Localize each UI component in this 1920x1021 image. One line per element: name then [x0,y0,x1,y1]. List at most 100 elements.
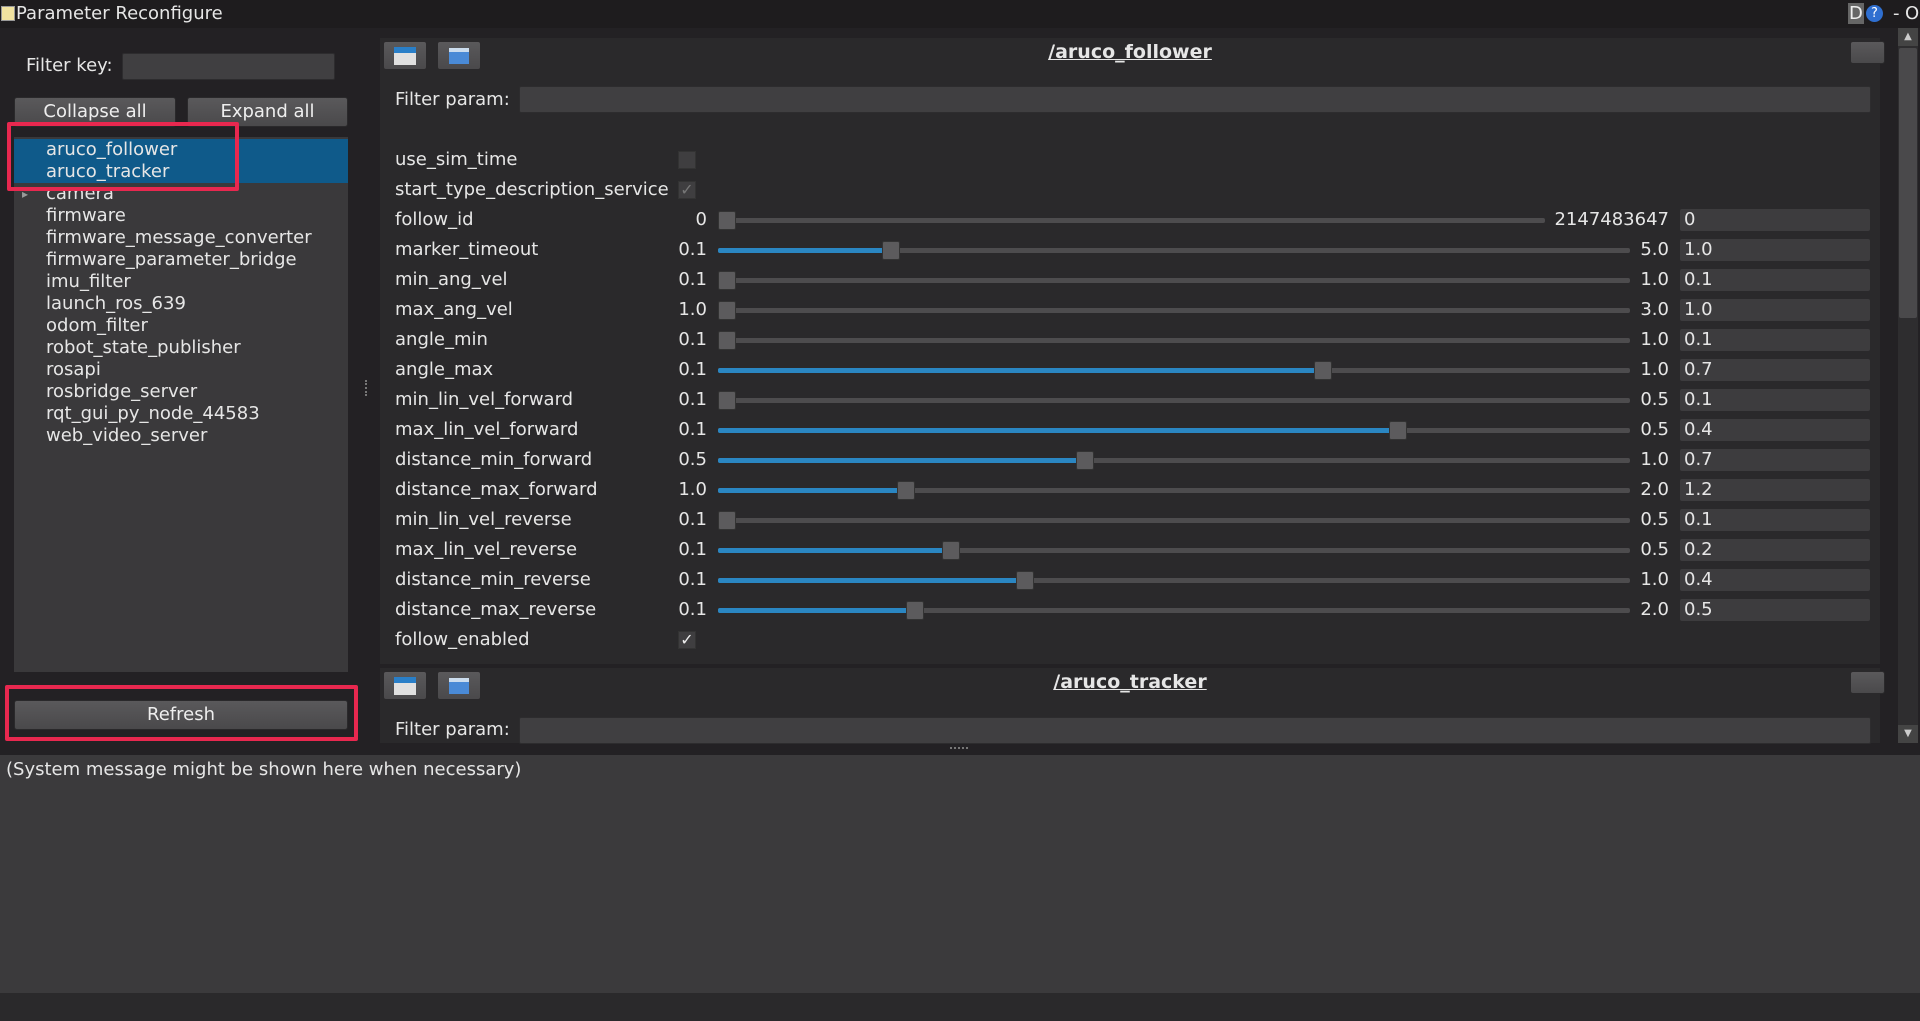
close-button[interactable]: O [1905,3,1920,24]
group-title[interactable]: /aruco_tracker [1053,671,1207,693]
param-list: use_sim_time start_type_description_servi… [380,145,1880,665]
scroll-up-icon[interactable]: ▲ [1898,28,1918,46]
tree-item[interactable]: firmware_message_converter [14,227,348,249]
tree-item[interactable]: firmware_parameter_bridge [14,249,348,271]
tree-item[interactable]: rqt_gui_py_node_44583 [14,403,348,425]
param-slider[interactable] [718,511,1630,530]
scroll-down-icon[interactable]: ▼ [1898,725,1918,743]
param-slider[interactable] [718,601,1630,620]
param-max: 0.5 [1640,539,1669,560]
tree-item[interactable]: rosapi [14,359,348,381]
param-checkbox[interactable]: ✓ [678,631,696,649]
slider-handle[interactable] [941,541,960,560]
filter-param-input[interactable] [519,717,1871,744]
save-icon[interactable] [383,41,427,70]
param-value-input[interactable]: 1.0 [1680,239,1870,261]
close-group-button[interactable] [1850,671,1885,694]
param-value-input[interactable]: 0.1 [1680,269,1870,291]
tree-item[interactable]: launch_ros_639 [14,293,348,315]
scrollbar[interactable]: ▲ ▼ [1898,28,1918,743]
slider-handle[interactable] [896,481,915,500]
slider-handle[interactable] [718,301,736,320]
slider-handle[interactable] [1388,421,1407,440]
tree-item-label: firmware [46,205,126,226]
param-slider[interactable] [718,271,1630,290]
open-folder-icon[interactable] [437,671,481,700]
param-value-input[interactable]: 0.5 [1680,599,1870,621]
param-slider[interactable] [718,361,1630,380]
tree-item[interactable]: robot_state_publisher [14,337,348,359]
slider-handle[interactable] [718,331,736,350]
param-value-input[interactable]: 0.1 [1680,389,1870,411]
slider-handle[interactable] [718,391,736,410]
param-slider[interactable] [718,241,1630,260]
param-min: 0.1 [678,389,707,410]
scrollbar-thumb[interactable] [1899,48,1917,318]
param-slider[interactable] [718,331,1630,350]
slider-fill [718,248,892,253]
open-folder-icon[interactable] [437,41,481,70]
param-slider[interactable] [718,571,1630,590]
param-max: 1.0 [1640,269,1669,290]
param-row-angle-max: angle_max 0.1 1.0 0.7 [380,355,1880,385]
tree-item[interactable]: web_video_server [14,425,348,447]
tree-item[interactable]: aruco_tracker [14,161,348,183]
expand-all-button[interactable]: Expand all [187,97,348,127]
tree-item[interactable]: imu_filter [14,271,348,293]
param-slider[interactable] [718,211,1545,230]
slider-handle[interactable] [882,241,901,260]
expand-arrow-icon[interactable]: ▸ [22,187,29,201]
slider-handle[interactable] [1016,571,1034,590]
tree-item[interactable]: odom_filter [14,315,348,337]
param-value-input[interactable]: 0.4 [1680,419,1870,441]
slider-handle[interactable] [718,211,736,230]
filter-key-input[interactable] [122,53,335,80]
param-value-input[interactable]: 0.7 [1680,359,1870,381]
param-slider[interactable] [718,301,1630,320]
group-title[interactable]: /aruco_follower [1048,41,1212,63]
d-toggle-button[interactable]: D [1848,3,1864,24]
param-name: min_lin_vel_forward [395,389,574,410]
param-value-input[interactable]: 1.0 [1680,299,1870,321]
param-row-follow-id: follow_id 0 2147483647 0 [380,205,1880,235]
param-slider[interactable] [718,451,1630,470]
system-message-area: (System message might be shown here when… [0,755,1920,993]
param-slider[interactable] [718,541,1630,560]
param-row-follow-enabled: follow_enabled ✓ [380,625,1880,655]
tree-item[interactable]: aruco_follower [14,139,348,161]
slider-handle[interactable] [906,601,925,620]
tree-item[interactable]: rosbridge_server [14,381,348,403]
param-value-input[interactable]: 0.4 [1680,569,1870,591]
refresh-button[interactable]: Refresh [14,700,348,730]
slider-handle[interactable] [1314,361,1332,380]
param-value-input[interactable]: 0 [1680,209,1870,231]
node-tree[interactable]: aruco_follower aruco_tracker ▸ camera firmwa… [14,137,348,672]
param-checkbox[interactable]: ✓ [678,181,696,199]
help-icon[interactable]: ? [1866,5,1883,22]
slider-handle[interactable] [1075,451,1094,470]
minimize-button[interactable]: - [1893,3,1900,24]
param-slider[interactable] [718,421,1630,440]
param-min: 0.1 [678,509,707,530]
param-min: 0.1 [678,329,707,350]
param-slider[interactable] [718,391,1630,410]
param-slider[interactable] [718,481,1630,500]
param-checkbox[interactable] [678,151,696,169]
param-value-input[interactable]: 0.2 [1680,539,1870,561]
save-icon[interactable] [383,671,427,700]
param-value-input[interactable]: 0.1 [1680,509,1870,531]
param-min: 0.1 [678,539,707,560]
tree-item-label: odom_filter [46,315,148,336]
param-value-input[interactable]: 0.7 [1680,449,1870,471]
tree-item[interactable]: firmware [14,205,348,227]
slider-handle[interactable] [718,271,736,290]
param-name: marker_timeout [395,239,539,260]
splitter-handle-horizontal[interactable] [950,747,968,749]
filter-param-input[interactable] [519,86,1871,113]
close-group-button[interactable] [1850,41,1885,64]
slider-handle[interactable] [718,511,736,530]
splitter-handle[interactable] [365,380,367,396]
param-value-input[interactable]: 0.1 [1680,329,1870,351]
param-value-input[interactable]: 1.2 [1680,479,1870,501]
title-bar: Parameter Reconfigure D ? - O [0,0,1920,28]
